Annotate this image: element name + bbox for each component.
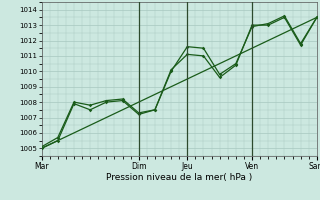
- X-axis label: Pression niveau de la mer( hPa ): Pression niveau de la mer( hPa ): [106, 173, 252, 182]
